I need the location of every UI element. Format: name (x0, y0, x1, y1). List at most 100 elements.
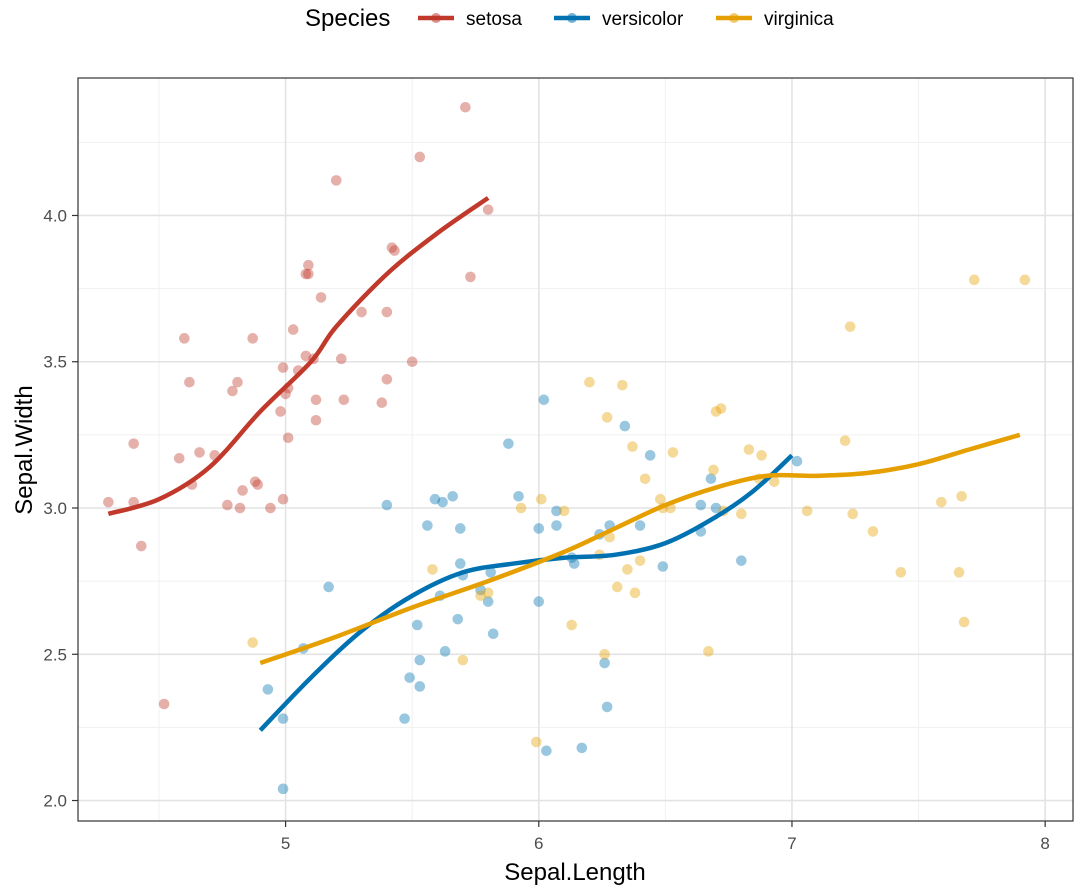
point-setosa (222, 499, 233, 511)
y-axis: 2.0 2.5 3.0 3.5 4.0 (43, 206, 78, 811)
point-virginica (599, 648, 610, 660)
point-setosa (277, 362, 289, 373)
x-axis-title: Sepal.Length (504, 859, 645, 886)
point-virginica (703, 646, 714, 657)
point-versicolor (414, 681, 426, 692)
point-virginica (611, 581, 623, 593)
point-versicolor (452, 613, 464, 625)
legend-key-point (431, 13, 441, 23)
point-virginica (247, 637, 258, 648)
point-setosa (376, 397, 388, 408)
point-virginica (956, 491, 967, 502)
point-virginica (558, 505, 570, 517)
smooth-line-virginica (259, 432, 1021, 666)
point-versicolor (541, 745, 552, 757)
point-virginica (427, 564, 438, 575)
point-virginica (530, 736, 542, 748)
point-virginica (839, 435, 851, 447)
point-versicolor (414, 654, 426, 666)
legend-label: virginica (764, 9, 834, 30)
point-setosa (406, 356, 418, 368)
legend-item-setosa: setosa (418, 9, 522, 30)
point-virginica (867, 526, 879, 537)
point-setosa (158, 698, 170, 710)
point-versicolor (619, 420, 631, 432)
point-virginica (627, 441, 638, 452)
y-tick-label: 3.0 (43, 499, 67, 518)
point-versicolor (277, 713, 289, 724)
point-setosa (275, 406, 286, 417)
point-versicolor (533, 523, 545, 534)
point-versicolor (657, 561, 669, 572)
point-setosa (310, 414, 322, 426)
point-versicolor (455, 523, 466, 534)
point-versicolor (475, 584, 486, 596)
point-versicolor (513, 491, 524, 502)
point-virginica (847, 508, 859, 520)
point-versicolor (411, 619, 423, 631)
point-virginica (629, 587, 641, 599)
point-versicolor (551, 520, 562, 531)
point-virginica (953, 567, 965, 578)
point-versicolor (399, 713, 410, 724)
point-virginica (601, 412, 613, 423)
point-setosa (232, 376, 243, 388)
point-versicolor (710, 502, 722, 514)
panel-background (78, 78, 1073, 821)
point-virginica (708, 464, 719, 476)
point-versicolor (644, 450, 656, 461)
point-versicolor (485, 567, 496, 578)
legend-label: setosa (466, 9, 522, 30)
point-versicolor (601, 701, 613, 713)
smooth-line-versicolor (258, 453, 794, 732)
smooth-lines (107, 196, 1021, 732)
point-versicolor (695, 499, 707, 511)
point-virginica (655, 493, 666, 505)
point-virginica (958, 616, 970, 628)
smooth-line-setosa (107, 196, 490, 517)
point-virginica (743, 444, 755, 455)
point-setosa (465, 271, 476, 283)
x-tick-label: 8 (1040, 834, 1049, 853)
point-versicolor (736, 555, 747, 566)
point-versicolor (568, 558, 580, 569)
point-versicolor (439, 646, 451, 657)
point-setosa (338, 394, 350, 406)
point-versicolor (381, 499, 393, 511)
point-setosa (414, 151, 426, 163)
point-virginica (622, 564, 633, 575)
point-setosa (128, 438, 139, 449)
point-virginica (667, 447, 679, 458)
legend-key-point (567, 13, 577, 23)
plot-panel (77, 77, 1074, 822)
point-setosa (237, 485, 248, 496)
point-setosa (386, 242, 398, 253)
point-virginica (736, 508, 747, 520)
point-setosa (303, 268, 314, 280)
point-setosa (310, 394, 322, 406)
point-versicolor (404, 672, 415, 683)
point-setosa (265, 502, 276, 514)
point-setosa (282, 432, 294, 444)
point-setosa (249, 476, 261, 487)
point-setosa (277, 493, 289, 505)
legend-key-point (729, 13, 739, 23)
point-setosa (135, 540, 147, 552)
point-versicolor (482, 596, 494, 607)
point-setosa (103, 496, 114, 508)
point-versicolor (599, 657, 610, 669)
point-virginica (756, 450, 767, 461)
y-tick-label: 3.5 (43, 353, 67, 372)
data-points (103, 101, 1031, 795)
point-virginica (936, 496, 947, 508)
legend: Species setosa versicolor virginica (305, 5, 834, 32)
legend-label: versicolor (602, 9, 684, 30)
x-tick-label: 6 (534, 834, 543, 853)
y-tick-label: 4.0 (43, 206, 67, 225)
point-setosa (300, 268, 312, 280)
point-virginica (617, 379, 628, 391)
point-setosa (184, 376, 195, 388)
point-versicolor (429, 493, 441, 505)
point-virginica (801, 505, 813, 517)
